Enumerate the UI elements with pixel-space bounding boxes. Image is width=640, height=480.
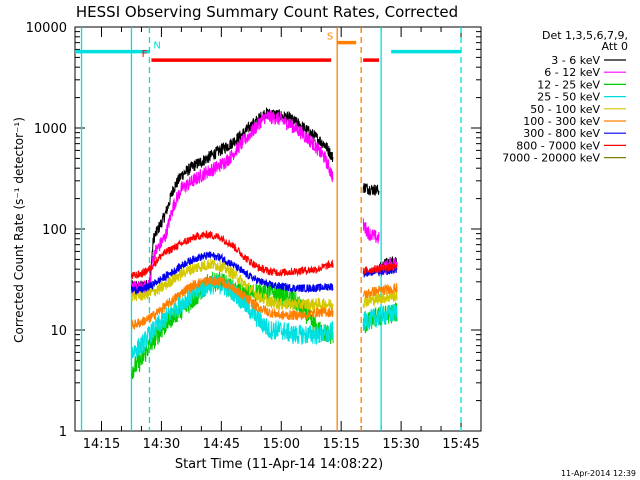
series-line	[131, 110, 334, 297]
x-tick-label: 15:30	[382, 437, 419, 452]
flag-label: N	[153, 41, 160, 52]
series-line	[131, 230, 334, 279]
y-tick-label: 10	[50, 324, 67, 339]
legend-header-attenuator: Att 0	[602, 40, 628, 53]
series-line	[362, 183, 380, 196]
x-tick-label: 15:00	[263, 437, 300, 452]
series-line	[131, 275, 334, 330]
series-line	[131, 251, 334, 295]
x-tick-label: 15:15	[322, 437, 359, 452]
flag-label: F	[142, 49, 148, 60]
legend-label: 300 - 800 keV	[523, 127, 600, 140]
series-line	[362, 303, 398, 331]
legend-label: 800 - 7000 keV	[516, 139, 600, 152]
series-line	[362, 262, 398, 275]
y-tick-label: 10000	[26, 21, 67, 36]
legend-label: 6 - 12 keV	[544, 66, 600, 79]
y-tick-label: 1	[59, 425, 67, 440]
legend-label: 50 - 100 keV	[530, 103, 600, 116]
series-line	[131, 258, 334, 312]
x-axis-label: Start Time (11-Apr-14 14:08:22)	[175, 457, 383, 472]
timestamp-label: 11-Apr-2014 12:39	[561, 469, 636, 478]
flag-label: S	[327, 32, 333, 43]
x-tick-label: 14:45	[203, 437, 240, 452]
y-axis-label: Corrected Count Rate (s⁻¹ detector⁻¹)	[12, 117, 26, 343]
series-line	[362, 289, 398, 308]
plot-area: 1 10 100 1000 10000 14:15 14:30 14:45 15:00 15:15…	[26, 21, 482, 452]
legend-label: 100 - 300 keV	[523, 115, 600, 128]
series-line	[131, 275, 334, 360]
x-tick-label: 14:30	[143, 437, 180, 452]
legend-label: 3 - 6 keV	[551, 54, 600, 67]
series-line	[362, 283, 398, 299]
legend-label: 25 - 50 keV	[537, 91, 600, 104]
legend-label: 12 - 25 keV	[537, 78, 600, 91]
y-tick-label: 1000	[34, 122, 67, 137]
series-line	[362, 218, 380, 244]
x-tick-label: 14:15	[83, 437, 120, 452]
y-tick-label: 100	[42, 223, 67, 238]
legend-label: 7000 - 20000 keV	[502, 152, 600, 165]
chart-title: HESSI Observing Summary Count Rates, Cor…	[76, 3, 458, 21]
legend-header-detectors: Det 1,3,5,6,7,9,	[542, 29, 628, 42]
x-tick-label: 15:45	[442, 437, 479, 452]
